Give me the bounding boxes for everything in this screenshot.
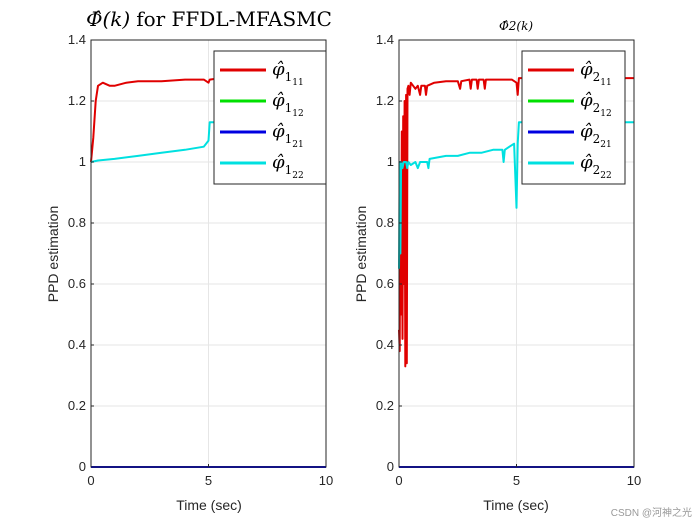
x-axis-label-phi1: Time (sec) <box>176 497 242 513</box>
chart-title-phi2: Φ̂2(k) <box>499 19 533 33</box>
legend-box-phi1 <box>213 50 327 185</box>
series-line-phi1_11 <box>90 77 326 163</box>
x-tick-label-phi1: 0 <box>87 473 94 488</box>
x-axis-label-phi2: Time (sec) <box>483 497 549 513</box>
y-tick-label-phi1: 1.2 <box>68 93 86 108</box>
x-tick-label-phi2: 10 <box>627 473 641 488</box>
chart-phi1: 0 0.2 0.4 0.6 0.8 1 1.2 1.4 0 5 10 Φ̂(k) for FFDL-M… <box>45 7 333 513</box>
series-line-phi2_11 <box>398 77 634 368</box>
series-line-phi2_22 <box>398 121 634 269</box>
axes-box-phi1 <box>90 39 327 468</box>
legend-entry-phi1: φ̂122 <box>272 152 304 181</box>
y-axis-label-phi1: PPD estimation <box>45 206 61 302</box>
y-tick-label-phi2: 0.2 <box>376 398 394 413</box>
y-tick-label-phi1: 1.4 <box>68 32 86 47</box>
x-tick-label-phi1: 10 <box>319 473 333 488</box>
y-tick-label-phi2: 1 <box>387 154 394 169</box>
y-tick-label-phi1: 0 <box>79 459 86 474</box>
y-tick-label-phi1: 1 <box>79 154 86 169</box>
y-tick-label-phi1: 0.6 <box>68 276 86 291</box>
x-tick-label-phi2: 5 <box>513 473 520 488</box>
y-tick-label-phi2: 0.4 <box>376 337 394 352</box>
y-tick-label-phi2: 1.4 <box>376 32 394 47</box>
y-tick-label-phi2: 0.6 <box>376 276 394 291</box>
axes-phi2: 0 0.2 0.4 0.6 0.8 1 1.2 1.4 0 5 10 <box>376 32 641 488</box>
legend-entry-phi2: φ̂222 <box>580 152 612 181</box>
axes-box-phi2 <box>398 39 635 468</box>
x-tick-label-phi1: 5 <box>205 473 212 488</box>
y-tick-label-phi2: 0 <box>387 459 394 474</box>
y-tick-label-phi1: 0.4 <box>68 337 86 352</box>
y-tick-label-phi2: 0.8 <box>376 215 394 230</box>
legend-entry-phi2: φ̂221 <box>580 121 612 150</box>
legend-entry-phi1: φ̂112 <box>272 90 304 119</box>
legend-entry-phi2: φ̂212 <box>580 90 612 119</box>
watermark: CSDN @河神之光 <box>611 506 692 519</box>
chart-title-phi1: Φ̂(k) for FFDL-MFASMC <box>86 7 332 31</box>
y-tick-label-phi1: 0.8 <box>68 215 86 230</box>
legend-entry-phi2: φ̂211 <box>580 59 612 88</box>
axes-phi1: 0 0.2 0.4 0.6 0.8 1 1.2 1.4 0 5 10 <box>68 32 333 488</box>
chart-phi2: 0 0.2 0.4 0.6 0.8 1 1.2 1.4 0 5 10 Φ̂2(k) Time (se… <box>353 19 641 513</box>
legend-entry-phi1: φ̂121 <box>272 121 304 150</box>
x-tick-label-phi2: 0 <box>395 473 402 488</box>
y-tick-label-phi2: 1.2 <box>376 93 394 108</box>
y-tick-label-phi1: 0.2 <box>68 398 86 413</box>
y-axis-label-phi2: PPD estimation <box>353 206 369 302</box>
legend-entry-phi1: φ̂111 <box>272 59 304 88</box>
